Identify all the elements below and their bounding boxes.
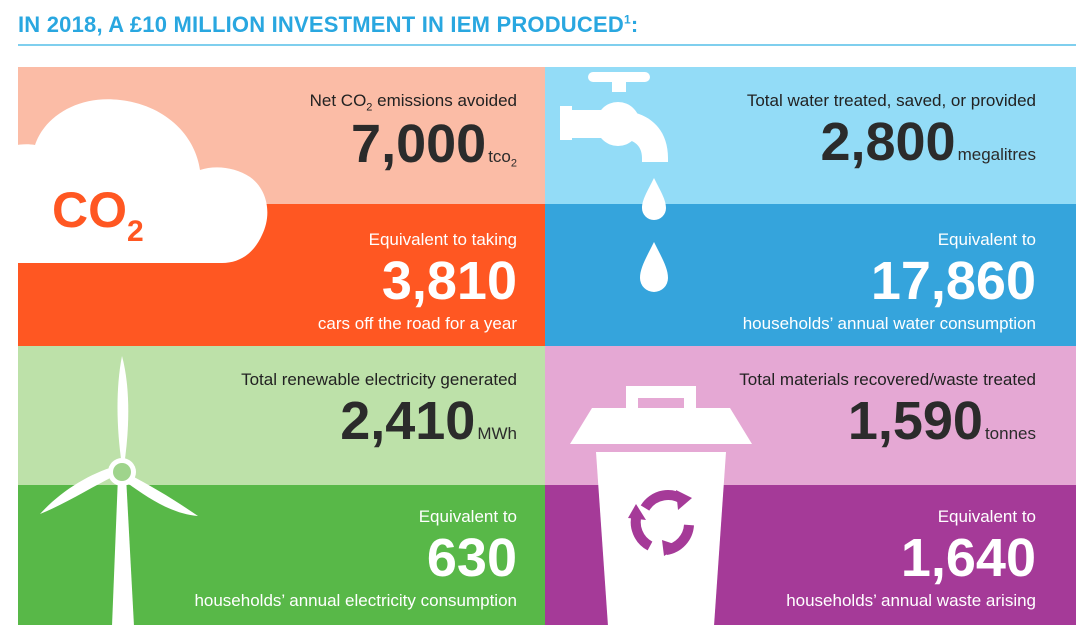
co2-value: 7,000 tco2 — [351, 114, 517, 175]
cloud-co2-icon: CO2 — [0, 99, 268, 263]
co2-equiv-value: 3,810 — [381, 251, 517, 311]
co2-unit: tco2 — [488, 147, 517, 170]
wind-turbine-icon — [40, 356, 198, 626]
footnote-marker: 1 — [623, 12, 631, 27]
electricity-bottom-panel: Equivalent to 630 households’ annual ele… — [18, 485, 545, 625]
co2-label: Net CO2 emissions avoided — [309, 91, 517, 114]
electricity-equiv-desc: households’ annual electricity consumpti… — [194, 591, 517, 610]
waste-value: 1,590 tonnes — [847, 391, 1036, 451]
co2-equiv-label: Equivalent to taking — [368, 230, 517, 249]
electricity-equiv-value: 630 — [426, 528, 517, 588]
waste-label: Total materials recovered/waste treated — [739, 370, 1036, 389]
electricity-value: 2,410 MWh — [340, 391, 517, 451]
electricity-label: Total renewable electricity generated — [241, 370, 517, 389]
water-unit: megalitres — [957, 145, 1036, 164]
cloud-co2-sub: 2 — [127, 215, 144, 248]
water-value: 2,800 megalitres — [820, 112, 1036, 172]
water-tap-icon — [560, 72, 668, 292]
waste-equiv-desc: households’ annual waste arising — [786, 591, 1036, 610]
water-equiv-value: 17,860 — [870, 251, 1036, 311]
svg-text:CO2: CO2 — [52, 182, 144, 248]
water-label: Total water treated, saved, or provided — [746, 91, 1036, 110]
electricity-top-panel: Total renewable electricity generated 2,… — [18, 346, 545, 485]
waste-equiv-label: Equivalent to — [937, 507, 1036, 526]
water-equiv-desc: households’ annual water consumption — [742, 314, 1036, 333]
electricity-unit: MWh — [477, 424, 517, 443]
waste-equiv-value: 1,640 — [900, 528, 1036, 588]
co2-equiv-desc: cars off the road for a year — [317, 314, 517, 333]
water-equiv-label: Equivalent to — [937, 230, 1036, 249]
page-title: IN 2018, A £10 MILLION INVESTMENT IN IEM… — [18, 12, 639, 37]
electricity-equiv-label: Equivalent to — [418, 507, 517, 526]
cloud-co2-text: CO — [52, 182, 127, 238]
waste-unit: tonnes — [984, 424, 1036, 443]
water-bottom-panel: Equivalent to 17,860 households’ annual … — [545, 204, 1076, 346]
title-divider — [18, 44, 1076, 46]
recycling-bin-icon — [570, 386, 752, 626]
